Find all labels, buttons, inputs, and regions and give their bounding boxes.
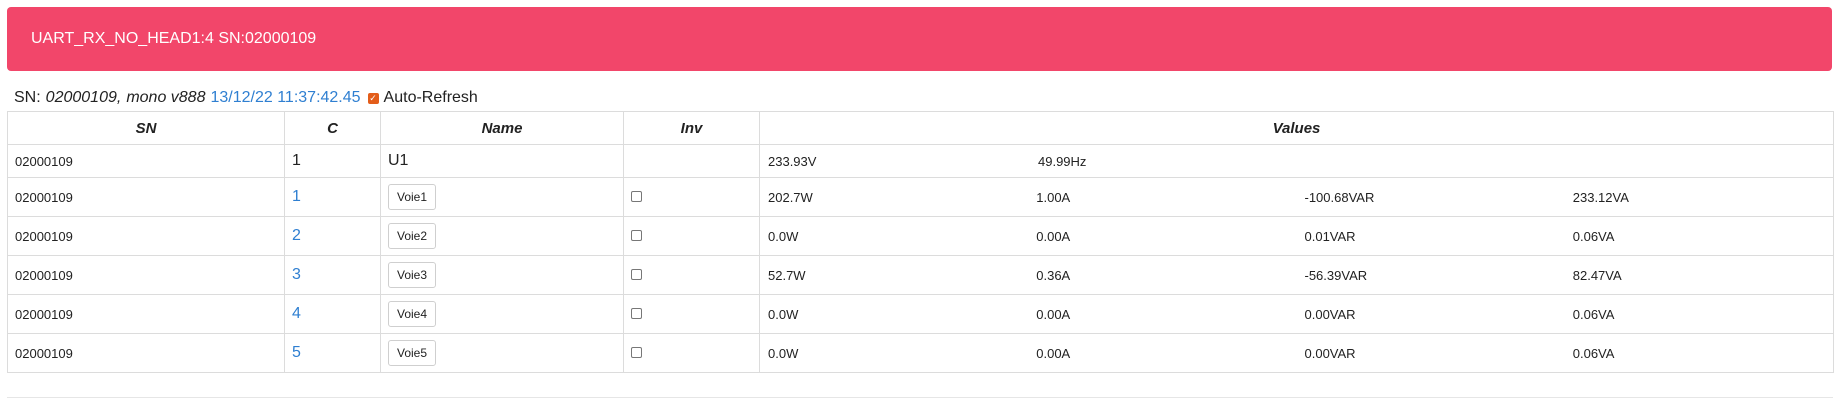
cell-name: Voie5 (380, 333, 624, 373)
table-header-row: SN C Name Inv Values (7, 111, 1834, 145)
table-row: 02000109 2 Voie2 0.0W 0.00A 0.01VAR 0.06… (7, 216, 1834, 256)
cell-values: 52.7W 0.36A -56.39VAR 82.47VA (759, 255, 1834, 295)
invert-checkbox[interactable] (631, 229, 642, 241)
cell-name: Voie4 (380, 294, 624, 334)
status-banner: UART_RX_NO_HEAD1:4 SN:02000109 (7, 7, 1832, 71)
cell-values: 233.93V 49.99Hz (759, 144, 1834, 178)
channel-name-button[interactable]: Voie2 (388, 223, 437, 249)
cell-inv (623, 333, 760, 373)
cell-sn: 02000109 (7, 333, 285, 373)
firmware-version: mono v888 (126, 89, 206, 106)
value-power: 0.0W (768, 306, 799, 322)
channel-name-button[interactable]: Voie3 (388, 262, 437, 288)
banner-title: UART_RX_NO_HEAD1:4 SN:02000109 (31, 30, 317, 47)
cell-inv (623, 177, 760, 217)
value-apparent: 82.47VA (1572, 267, 1622, 283)
invert-checkbox[interactable] (631, 190, 642, 202)
cell-sn: 02000109 (7, 294, 285, 334)
value-apparent: 0.06VA (1572, 228, 1615, 244)
table-row: 02000109 3 Voie3 52.7W 0.36A -56.39VAR 8… (7, 255, 1834, 295)
cell-values: 0.0W 0.00A 0.01VAR 0.06VA (759, 216, 1834, 256)
invert-checkbox[interactable] (631, 307, 642, 319)
cell-values: 202.7W 1.00A -100.68VAR 233.12VA (759, 177, 1834, 217)
value-apparent: 0.06VA (1572, 306, 1615, 322)
voltage-row: 02000109 1 U1 233.93V 49.99Hz (7, 144, 1834, 178)
channel-link[interactable]: 4 (284, 294, 381, 334)
channel-name-button[interactable]: Voie5 (388, 340, 437, 366)
cell-inv (623, 294, 760, 334)
value-power: 202.7W (768, 189, 813, 205)
value-current: 1.00A (1036, 189, 1071, 205)
value-reactive: 0.00VAR (1304, 345, 1356, 361)
value-current: 0.00A (1036, 306, 1071, 322)
value-reactive: 0.01VAR (1304, 228, 1356, 244)
cell-sn: 02000109 (7, 255, 285, 295)
cell-inv (623, 144, 760, 178)
cell-inv (623, 216, 760, 256)
value-current: 0.00A (1036, 228, 1071, 244)
sn-value: 02000109, (45, 89, 122, 106)
auto-refresh-checkbox[interactable]: ✓ (367, 92, 379, 104)
timestamp-link[interactable]: 13/12/22 11:37:42.45 (210, 89, 361, 106)
value-voltage: 233.93V (768, 153, 817, 169)
cell-name: Voie1 (380, 177, 624, 217)
value-power: 0.0W (768, 228, 799, 244)
table-row: 02000109 1 Voie1 202.7W 1.00A -100.68VAR… (7, 177, 1834, 217)
value-reactive: 0.00VAR (1304, 306, 1356, 322)
header-name: Name (380, 111, 624, 145)
value-power: 52.7W (768, 267, 806, 283)
device-info-line: SN: 02000109, mono v888 13/12/22 11:37:4… (14, 89, 478, 107)
invert-checkbox[interactable] (631, 346, 642, 358)
cell-name: Voie2 (380, 216, 624, 256)
table-row: 02000109 5 Voie5 0.0W 0.00A 0.00VAR 0.06… (7, 333, 1834, 373)
value-reactive: -56.39VAR (1304, 267, 1368, 283)
value-apparent: 0.06VA (1572, 345, 1615, 361)
channel-link[interactable]: 2 (284, 216, 381, 256)
channel-link[interactable]: 3 (284, 255, 381, 295)
channel-name-button[interactable]: Voie1 (388, 184, 437, 210)
header-c: C (284, 111, 381, 145)
value-current: 0.36A (1036, 267, 1071, 283)
channel-name-button[interactable]: Voie4 (388, 301, 437, 327)
value-apparent: 233.12VA (1572, 189, 1629, 205)
sn-label: SN: (14, 89, 41, 106)
cell-name: Voie3 (380, 255, 624, 295)
channels-table: SN C Name Inv Values 02000109 1 U1 233.9… (7, 111, 1834, 373)
cell-values: 0.0W 0.00A 0.00VAR 0.06VA (759, 333, 1834, 373)
channel-link[interactable]: 5 (284, 333, 381, 373)
table-row: 02000109 4 Voie4 0.0W 0.00A 0.00VAR 0.06… (7, 294, 1834, 334)
cell-sn: 02000109 (7, 177, 285, 217)
cell-inv (623, 255, 760, 295)
value-power: 0.0W (768, 345, 799, 361)
invert-checkbox[interactable] (631, 268, 642, 280)
header-inv: Inv (623, 111, 760, 145)
value-reactive: -100.68VAR (1304, 189, 1375, 205)
value-current: 0.00A (1036, 345, 1071, 361)
header-values: Values (759, 111, 1834, 145)
value-frequency: 49.99Hz (1038, 153, 1087, 169)
cell-sn: 02000109 (7, 216, 285, 256)
footer-divider (7, 397, 1833, 398)
auto-refresh-label: Auto-Refresh (383, 89, 478, 106)
header-sn: SN (7, 111, 285, 145)
cell-values: 0.0W 0.00A 0.00VAR 0.06VA (759, 294, 1834, 334)
cell-name: U1 (380, 144, 624, 178)
cell-c: 1 (284, 144, 381, 178)
channel-link[interactable]: 1 (284, 177, 381, 217)
cell-sn: 02000109 (7, 144, 285, 178)
